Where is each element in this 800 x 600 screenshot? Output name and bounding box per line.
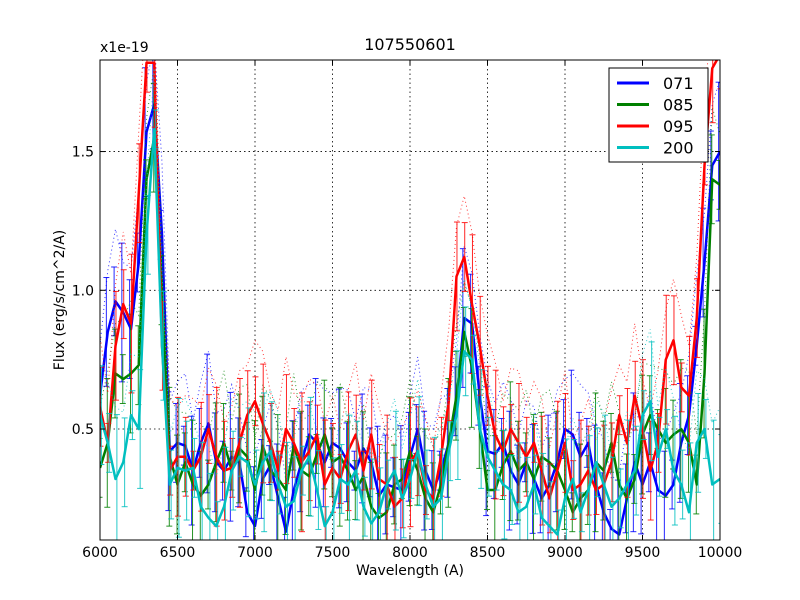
y-tick-label: 1.5 (72, 145, 94, 161)
x-tick-label: 7500 (315, 545, 351, 561)
series-line-200 (100, 128, 720, 536)
y-ticks: 0.5 1.0 1.5 (72, 145, 720, 438)
x-tick-label: 10000 (698, 545, 743, 561)
legend: 071 085 095 200 (608, 67, 709, 163)
y-tick-label: 0.5 (72, 422, 94, 438)
series-200 (100, 68, 720, 540)
x-tick-label: 9000 (547, 545, 583, 561)
legend-label-200: 200 (663, 139, 694, 158)
chart-title: 107550601 (364, 35, 456, 54)
x-tick-label: 7000 (237, 545, 273, 561)
legend-label-085: 085 (663, 96, 694, 115)
series-layer (100, 60, 720, 540)
y-tick-label: 1.0 (72, 283, 94, 299)
x-tick-label: 6000 (82, 545, 118, 561)
legend-label-071: 071 (663, 74, 694, 93)
y-scale-label: x1e-19 (100, 40, 149, 56)
y-axis-label: Flux (erg/s/cm^2/A) (52, 230, 68, 370)
x-axis-label: Wavelength (A) (356, 563, 464, 579)
x-tick-label: 8000 (392, 545, 428, 561)
x-ticks: 6000 6500 7000 7500 8000 8500 9000 9500 10000 (82, 60, 742, 561)
x-tick-label: 8500 (470, 545, 506, 561)
upper-envelope (100, 65, 720, 458)
series-line-095 (100, 60, 719, 508)
x-tick-label: 9500 (625, 545, 661, 561)
grid (100, 60, 720, 540)
x-tick-label: 6500 (160, 545, 196, 561)
legend-label-095: 095 (663, 117, 694, 136)
series-095 (100, 60, 720, 540)
